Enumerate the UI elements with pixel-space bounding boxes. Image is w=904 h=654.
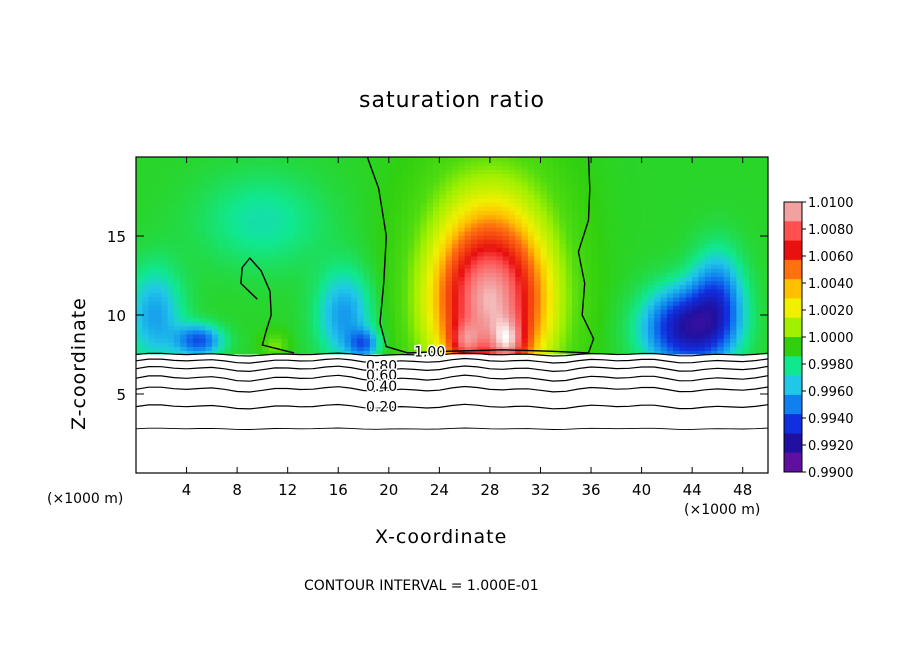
contour-line-010: [135, 427, 769, 430]
contour-label-0: 1.00: [414, 344, 445, 360]
contour-label-1: 0.80: [366, 359, 397, 375]
colorbar-swatch: [784, 240, 802, 261]
contour-line-100b: [240, 257, 295, 354]
colorbar-label: 0.9980: [808, 358, 854, 373]
contour-surface: [135, 352, 769, 357]
colorbar-label: 1.0060: [808, 250, 854, 265]
colorbar-swatch: [784, 452, 802, 473]
contour-line-080: [135, 357, 769, 364]
x-tick-label: 44: [683, 481, 702, 499]
contour-interval-note: CONTOUR INTERVAL = 1.000E-01: [304, 578, 539, 594]
colorbar-label: 0.9900: [808, 466, 854, 481]
x-tick-label: 4: [182, 481, 192, 499]
colorbar-swatch: [784, 259, 802, 280]
x-axis-label: X-coordinate: [375, 526, 508, 548]
colorbar-label: 0.9960: [808, 385, 854, 400]
colorbar-swatch: [784, 202, 802, 222]
x-tick-label: 24: [430, 481, 449, 499]
y-tick-label: 10: [107, 307, 126, 325]
x-tick-label: 28: [480, 481, 499, 499]
x-unit-label-right: (×1000 m): [684, 502, 761, 518]
colorbar-label: 0.9940: [808, 412, 854, 427]
x-tick-label: 20: [379, 481, 398, 499]
y-tick-label: 15: [107, 228, 126, 246]
contour-label-2: 0.60: [366, 368, 397, 384]
contour-line-070: [135, 365, 769, 373]
colorbar-swatch: [784, 394, 802, 415]
colorbar-swatch: [784, 337, 802, 357]
colorbar-swatch: [784, 317, 802, 338]
colorbar-swatch: [784, 298, 802, 319]
colorbar-label: 1.0040: [808, 277, 854, 292]
contour-line-020: [135, 403, 769, 410]
x-tick-label: 12: [278, 481, 297, 499]
contour-line-100: [366, 156, 595, 354]
color-field: [136, 157, 768, 355]
colorbar-label: 0.9920: [808, 439, 854, 454]
x-tick-label: 40: [632, 481, 651, 499]
contour-line-060: [135, 374, 769, 382]
colorbar-swatch: [784, 433, 802, 454]
x-tick-label: 36: [581, 481, 600, 499]
colorbar-label: 1.0020: [808, 304, 854, 319]
contour-line-040: [135, 385, 769, 393]
colorbar-swatch: [784, 356, 802, 377]
chart-title: saturation ratio: [359, 88, 545, 113]
colorbar-swatch: [784, 279, 802, 299]
x-unit-label-left: (×1000 m): [47, 491, 124, 507]
colorbar-swatch: [784, 375, 802, 396]
colorbar-swatch: [784, 414, 802, 434]
contour-label-3: 0.40: [366, 379, 397, 395]
x-tick-label: 32: [531, 481, 550, 499]
y-tick-label: 5: [116, 386, 126, 404]
lower-region: [136, 354, 768, 473]
x-tick-label: 48: [733, 481, 752, 499]
colorbar-label: 1.0100: [808, 196, 854, 211]
colorbar-swatch: [784, 221, 802, 242]
contour-label-4: 0.20: [366, 400, 397, 416]
colorbar-label: 1.0000: [808, 331, 854, 346]
x-tick-label: 16: [329, 481, 348, 499]
x-tick-label: 8: [232, 481, 242, 499]
colorbar-label: 1.0080: [808, 223, 854, 238]
